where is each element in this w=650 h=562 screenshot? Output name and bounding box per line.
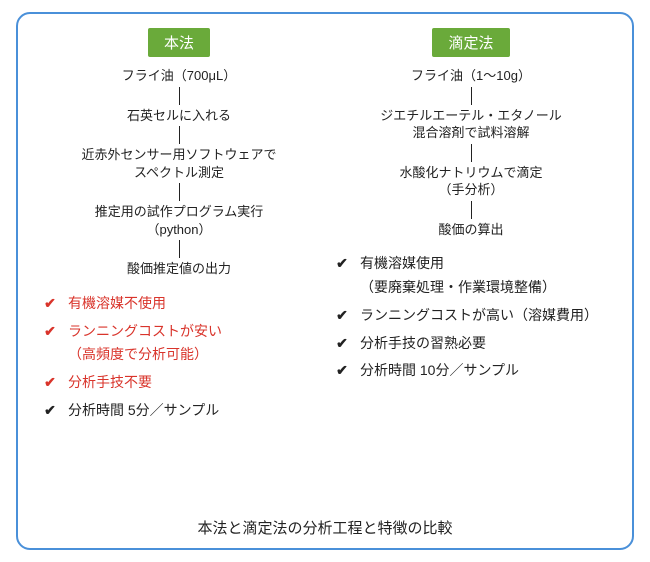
check-text: ランニングコストが高い（溶媒費用） xyxy=(360,304,598,328)
flow-connector xyxy=(471,144,472,162)
check-mark-icon: ✔ xyxy=(334,332,350,356)
check-text: 分析時間 5分／サンプル xyxy=(68,399,219,423)
check-mark-icon: ✔ xyxy=(42,320,58,344)
check-item: ✔ ランニングコストが安い （高頻度で分析可能） xyxy=(42,320,316,368)
flow-connector xyxy=(179,183,180,201)
flow-step: 酸価推定値の出力 xyxy=(127,260,231,278)
check-item: ✔ 有機溶媒使用 （要廃棄処理・作業環境整備） xyxy=(334,252,608,300)
comparison-frame: 本法 フライ油（700μL） 石英セルに入れる近赤外センサー用ソフトウェアで スペ… xyxy=(16,12,634,550)
flow-connector xyxy=(471,201,472,219)
flow-connector xyxy=(179,240,180,258)
flow-step: 水酸化ナトリウムで滴定 （手分析） xyxy=(399,164,542,199)
check-item: ✔ ランニングコストが高い（溶媒費用） xyxy=(334,304,608,328)
left-checklist: ✔ 有機溶媒不使用 ✔ ランニングコストが安い （高頻度で分析可能） ✔ 分析手技不要 ✔ 分… xyxy=(38,292,320,427)
check-item: ✔ 有機溶媒不使用 xyxy=(42,292,316,316)
left-title-badge: 本法 xyxy=(148,28,210,57)
column-right: 滴定法 フライ油（1〜10g） ジエチルエーテル・エタノール 混合溶剤で試料溶解水… xyxy=(330,28,612,511)
flow-step: フライ油（1〜10g） xyxy=(411,67,531,85)
check-mark-icon: ✔ xyxy=(334,359,350,383)
check-text: 有機溶媒使用 （要廃棄処理・作業環境整備） xyxy=(360,252,556,300)
check-text: 有機溶媒不使用 xyxy=(68,292,166,316)
check-mark-icon: ✔ xyxy=(42,292,58,316)
check-item: ✔ 分析時間 10分／サンプル xyxy=(334,359,608,383)
check-mark-icon: ✔ xyxy=(334,304,350,328)
figure-caption: 本法と滴定法の分析工程と特徴の比較 xyxy=(38,517,612,538)
left-flow: フライ油（700μL） 石英セルに入れる近赤外センサー用ソフトウェアで スペクトル… xyxy=(38,67,320,278)
flow-step: 近赤外センサー用ソフトウェアで スペクトル測定 xyxy=(81,146,276,181)
column-left: 本法 フライ油（700μL） 石英セルに入れる近赤外センサー用ソフトウェアで スペ… xyxy=(38,28,320,511)
check-item: ✔ 分析時間 5分／サンプル xyxy=(42,399,316,423)
check-text: ランニングコストが安い （高頻度で分析可能） xyxy=(68,320,222,368)
flow-connector xyxy=(471,87,472,105)
flow-connector xyxy=(179,126,180,144)
columns-wrapper: 本法 フライ油（700μL） 石英セルに入れる近赤外センサー用ソフトウェアで スペ… xyxy=(38,28,612,511)
check-text: 分析時間 10分／サンプル xyxy=(360,359,519,383)
check-text: 分析手技不要 xyxy=(68,371,152,395)
flow-step: 推定用の試作プログラム実行 （python） xyxy=(95,203,264,238)
right-flow: フライ油（1〜10g） ジエチルエーテル・エタノール 混合溶剤で試料溶解水酸化ナト… xyxy=(330,67,612,238)
right-checklist: ✔ 有機溶媒使用 （要廃棄処理・作業環境整備） ✔ ランニングコストが高い（溶媒費用）… xyxy=(330,252,612,387)
check-item: ✔ 分析手技不要 xyxy=(42,371,316,395)
check-mark-icon: ✔ xyxy=(42,399,58,423)
check-mark-icon: ✔ xyxy=(42,371,58,395)
flow-step: 石英セルに入れる xyxy=(127,107,231,125)
flow-step: ジエチルエーテル・エタノール 混合溶剤で試料溶解 xyxy=(380,107,562,142)
flow-connector xyxy=(179,87,180,105)
check-text: 分析手技の習熟必要 xyxy=(360,332,486,356)
check-item: ✔ 分析手技の習熟必要 xyxy=(334,332,608,356)
flow-step: フライ油（700μL） xyxy=(122,67,236,85)
flow-step: 酸価の算出 xyxy=(438,221,503,239)
right-title-badge: 滴定法 xyxy=(432,28,509,57)
check-mark-icon: ✔ xyxy=(334,252,350,276)
